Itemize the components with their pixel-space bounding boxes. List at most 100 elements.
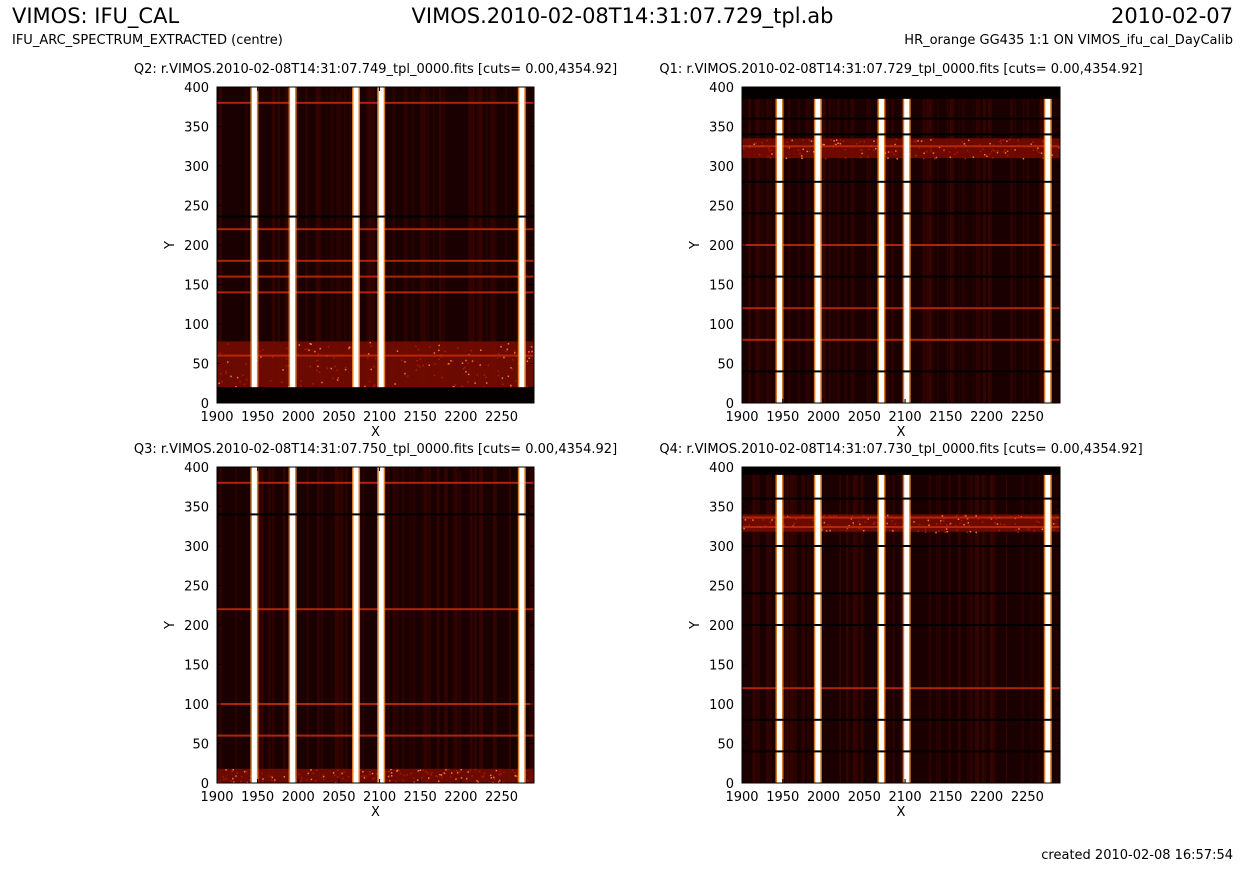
noise-pixel	[259, 350, 261, 353]
image-q3	[217, 467, 534, 783]
noise-pixel	[502, 383, 504, 385]
noise-pixel	[895, 138, 897, 141]
noise-pixel	[332, 772, 335, 774]
noise-pixel	[498, 773, 501, 776]
noise-pixel	[225, 372, 227, 375]
noise-pixel	[499, 779, 501, 782]
noise-pixel	[474, 768, 477, 771]
noise-pixel	[464, 366, 466, 369]
noise-pixel	[451, 360, 454, 363]
noise-pixel	[395, 780, 397, 783]
noise-pixel	[415, 345, 417, 348]
noise-pixel	[413, 777, 415, 779]
x-tick-label: 2050	[322, 790, 355, 805]
noise-pixel	[844, 148, 847, 151]
y-tick-label: 200	[709, 239, 734, 254]
noise-pixel	[246, 378, 248, 381]
noise-pixel	[860, 149, 862, 151]
faint-column	[444, 467, 448, 783]
noise-pixel	[388, 770, 390, 773]
noise-pixel	[825, 530, 828, 532]
noise-pixel	[893, 153, 895, 156]
noise-pixel	[334, 774, 336, 776]
noise-pixel	[312, 772, 315, 774]
noise-pixel	[510, 384, 512, 387]
noise-pixel	[431, 771, 433, 774]
noise-pixel	[459, 771, 461, 773]
arc-line	[878, 87, 884, 403]
noise-pixel	[501, 377, 504, 379]
noise-pixel	[322, 778, 325, 781]
noise-pixel	[337, 769, 339, 772]
blank-region	[742, 87, 1060, 99]
x-tick-label: 1900	[725, 410, 758, 425]
noise-pixel	[1036, 520, 1038, 523]
noise-pixel	[304, 348, 306, 350]
noise-pixel	[925, 150, 928, 153]
noise-pixel	[309, 365, 312, 368]
noise-pixel	[483, 386, 485, 388]
noise-pixel	[286, 347, 288, 350]
noise-pixel	[438, 344, 440, 347]
noise-pixel	[1042, 157, 1045, 159]
noise-pixel	[298, 344, 301, 346]
noise-pixel	[337, 377, 339, 379]
noise-pixel	[460, 385, 463, 388]
noise-pixel	[961, 141, 964, 143]
noise-pixel	[834, 143, 836, 145]
noise-pixel	[1030, 143, 1032, 145]
faint-column	[286, 87, 289, 403]
noise-pixel	[436, 775, 438, 777]
noise-pixel	[867, 155, 869, 158]
y-tick-label: 400	[709, 81, 734, 96]
noise-pixel	[447, 769, 449, 771]
panel-q2: Q2: r.VIMOS.2010-02-08T14:31:07.749_tpl_…	[134, 62, 617, 440]
y-tick-label: 400	[184, 81, 209, 96]
created-timestamp: created 2010-02-08 16:57:54	[1041, 848, 1233, 863]
noise-pixel	[309, 342, 311, 345]
noise-pixel	[1002, 151, 1005, 153]
faint-column	[271, 87, 276, 403]
noise-pixel	[896, 158, 898, 160]
noise-pixel	[306, 348, 309, 351]
x-tick-label: 2050	[848, 410, 881, 425]
noise-pixel	[964, 157, 966, 160]
faint-column	[422, 87, 426, 403]
noise-pixel	[758, 154, 761, 156]
faint-column	[358, 467, 362, 783]
noise-pixel	[317, 365, 319, 368]
noise-pixel	[914, 154, 917, 157]
noise-pixel	[310, 343, 312, 345]
noise-pixel	[855, 143, 858, 145]
noise-pixel	[416, 779, 419, 781]
x-axis-label: X	[897, 805, 906, 820]
noise-pixel	[471, 775, 473, 777]
noise-pixel	[526, 360, 529, 362]
noise-pixel	[467, 381, 469, 383]
noise-pixel	[497, 357, 499, 359]
noise-pixel	[437, 780, 440, 783]
arc-line	[251, 467, 257, 783]
noise-pixel	[894, 143, 896, 146]
noise-pixel	[948, 523, 951, 526]
noise-pixel	[262, 778, 264, 780]
noise-pixel	[811, 140, 814, 142]
image-q2	[217, 87, 534, 403]
noise-pixel	[514, 774, 517, 777]
noise-pixel	[771, 153, 773, 155]
noise-pixel	[806, 150, 808, 153]
noise-pixel	[467, 771, 469, 773]
dark-row	[742, 275, 1060, 278]
noise-pixel	[862, 529, 865, 532]
noise-pixel	[812, 519, 814, 522]
faint-column	[490, 87, 494, 403]
x-axis-label: X	[371, 805, 380, 820]
noise-pixel	[483, 775, 485, 778]
noise-pixel	[966, 531, 969, 533]
y-tick-label: 200	[184, 239, 209, 254]
faint-column	[409, 467, 412, 783]
noise-pixel	[528, 357, 531, 360]
noise-pixel	[825, 157, 827, 160]
faint-column	[403, 87, 406, 403]
y-axis-label: Y	[688, 621, 703, 630]
